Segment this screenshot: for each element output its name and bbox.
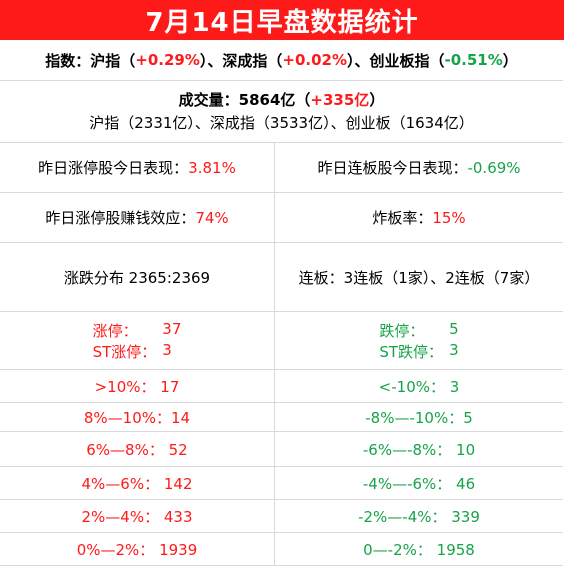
profit-effect-value: 74% — [195, 208, 229, 227]
volume-label: 成交量：5864亿（ — [178, 90, 311, 109]
cy-index-change: -0.51% — [444, 51, 503, 69]
limits-row: 涨停： 37 ST涨停： 3 跌停： 5 ST跌停： 3 — [0, 312, 563, 370]
range-up-cell: 2%—4%： 433 — [0, 500, 275, 532]
sz-index-change: +0.02% — [282, 51, 347, 69]
limit-up-perf-label: 昨日涨停股今日表现： — [38, 159, 189, 177]
distribution-row: 涨跌分布 2365:2369 连板：3连板（1家）、2连板（7家） — [0, 243, 563, 312]
st-limit-down-label: ST跌停： — [379, 342, 444, 361]
indices-end: ） — [502, 51, 518, 70]
range-up-cell: >10%： 17 — [0, 370, 275, 402]
volume-row: 成交量：5864亿（+335亿） 沪指（2331亿）、深成指（3533亿）、创业… — [0, 81, 563, 143]
volume-end: ） — [369, 90, 385, 109]
range-row: 0%—2%： 1939 0—-2%： 1958 — [0, 533, 563, 566]
range-row: >10%： 17 <-10%： 3 — [0, 370, 563, 403]
st-limit-up-label: ST涨停： — [92, 342, 157, 361]
indices-row: 指数： 沪指（ +0.29% ）、深成指（ +0.02% ）、创业板指（ -0.… — [0, 40, 563, 81]
range-down-cell: -2%—-4%： 339 — [358, 507, 480, 526]
limit-down-value: 5 — [449, 319, 459, 338]
rise-fall-distribution: 涨跌分布 2365:2369 — [63, 268, 211, 287]
range-row: 2%—4%： 433 -2%—-4%： 339 — [0, 500, 563, 533]
volume-change: +335亿 — [310, 90, 370, 109]
limit-up-perf-value: 3.81% — [188, 158, 236, 177]
break-rate-label: 炸板率： — [372, 209, 433, 227]
sh-index-change: +0.29% — [135, 51, 200, 69]
range-down-cell: -6%—-8%： 10 — [362, 440, 476, 459]
range-up-cell: 6%—8%： 52 — [0, 432, 275, 466]
range-up-cell: 0%—2%： 1939 — [0, 533, 275, 565]
profit-effect-label: 昨日涨停股赚钱效应： — [45, 209, 196, 227]
cy-index-name: ）、创业板指（ — [346, 51, 445, 70]
limit-up-value: 37 — [162, 319, 182, 338]
consecutive-perf-label: 昨日连板股今日表现： — [317, 159, 468, 177]
range-up-cell: 8%—10%：14 — [0, 403, 275, 431]
consecutive-perf-value: -0.69% — [467, 158, 521, 177]
sh-index-name: 沪指（ — [90, 51, 136, 70]
break-rate-value: 15% — [432, 208, 466, 227]
effect-row: 昨日涨停股赚钱效应： 74% 炸板率： 15% — [0, 193, 563, 243]
st-limit-up-value: 3 — [162, 340, 172, 359]
range-row: 4%—6%： 142 -4%—-6%： 46 — [0, 467, 563, 500]
limit-up-label: 涨停： — [92, 321, 138, 340]
volume-detail: 沪指（2331亿）、深成指（3533亿）、创业板（1634亿） — [89, 113, 474, 132]
consecutive-boards: 连板：3连板（1家）、2连板（7家） — [298, 268, 540, 287]
page-title: 7月14日早盘数据统计 — [0, 0, 564, 40]
range-down-cell: -8%—-10%：5 — [365, 408, 473, 427]
limit-down-label: 跌停： — [379, 321, 425, 340]
range-down-cell: <-10%： 3 — [378, 377, 460, 396]
range-row: 8%—10%：14 -8%—-10%：5 — [0, 403, 563, 432]
range-down-cell: 0—-2%： 1958 — [363, 540, 475, 559]
sz-index-name: ）、深成指（ — [199, 51, 283, 70]
performance-row: 昨日涨停股今日表现： 3.81% 昨日连板股今日表现： -0.69% — [0, 143, 563, 193]
range-down-cell: -4%—-6%： 46 — [362, 474, 476, 493]
range-row: 6%—8%： 52 -6%—-8%： 10 — [0, 432, 563, 467]
range-up-cell: 4%—6%： 142 — [0, 467, 275, 499]
indices-label: 指数： — [45, 51, 91, 70]
st-limit-down-value: 3 — [449, 340, 459, 359]
